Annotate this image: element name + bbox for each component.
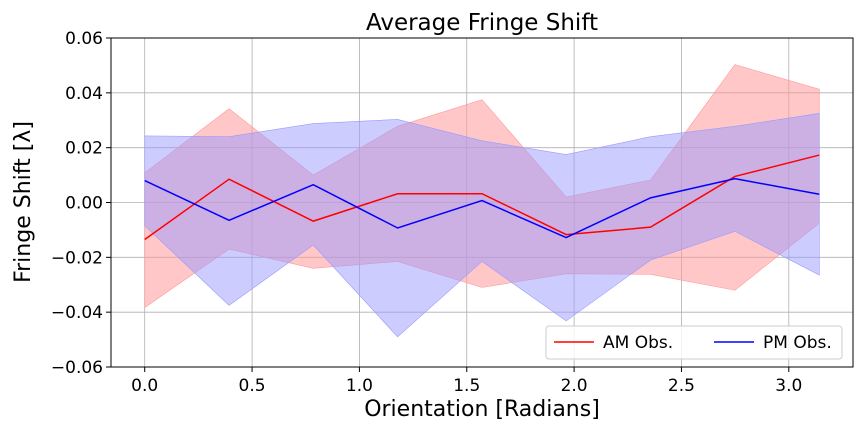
legend-label-am: AM Obs. [603,333,673,353]
band-pm-obs [144,113,820,338]
axis-ticks: 0.0 0.5 1.0 1.5 2.0 2.5 3.0 −0.06 −0.04 −0.02 0.00… [51,29,802,396]
x-tick-label: 1.5 [453,376,480,396]
y-tick-label: 0.02 [65,139,103,159]
y-axis-label: Fringe Shift [λ] [11,121,36,283]
x-tick-label: 0.5 [239,376,266,396]
x-tick-label: 2.0 [561,376,588,396]
legend: AM Obs. PM Obs. [545,325,843,360]
confidence-bands [144,64,820,338]
chart-title: Average Fringe Shift [366,10,598,36]
y-tick-label: −0.02 [51,248,103,268]
series-lines [144,154,820,241]
y-tick-label: −0.06 [51,358,103,378]
y-tick-label: 0.04 [65,84,103,104]
x-tick-label: 2.5 [668,376,695,396]
series-line-pm-obs [144,177,820,239]
y-tick-label: 0.00 [65,194,103,214]
x-axis-label: Orientation [Radians] [364,397,600,422]
x-tick-label: 3.0 [775,376,802,396]
x-tick-label: 1.0 [346,376,373,396]
legend-box [545,325,843,360]
x-tick-label: 0.0 [131,376,158,396]
legend-label-pm: PM Obs. [763,333,832,353]
y-tick-label: 0.06 [65,29,103,49]
y-tick-label: −0.04 [51,303,103,323]
series-line-am-obs [144,154,820,241]
